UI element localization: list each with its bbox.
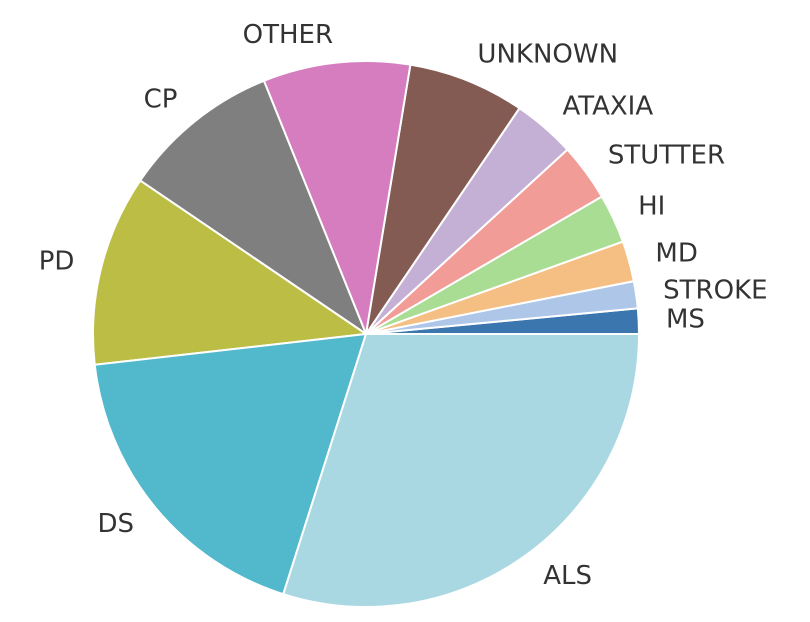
slice-label: STROKE xyxy=(663,275,767,305)
slice-label: ATAXIA xyxy=(562,91,653,121)
pie-slice xyxy=(92,179,369,366)
pie-slice xyxy=(262,60,412,338)
slice-label: MD xyxy=(655,238,697,268)
slice-label: OTHER xyxy=(243,20,333,50)
pie-slice xyxy=(138,79,369,337)
slice-label: MS xyxy=(666,304,705,334)
pie-slice xyxy=(93,332,368,596)
slice-label: CP xyxy=(144,85,178,115)
slice-label: STUTTER xyxy=(608,140,725,170)
pie-slice xyxy=(282,333,641,608)
slice-label: DS xyxy=(97,509,134,539)
slice-label: UNKNOWN xyxy=(477,40,618,70)
pie-slice xyxy=(365,63,521,335)
slice-label: PD xyxy=(39,247,75,277)
slice-label: ALS xyxy=(543,561,592,591)
slice-label: HI xyxy=(638,191,665,221)
